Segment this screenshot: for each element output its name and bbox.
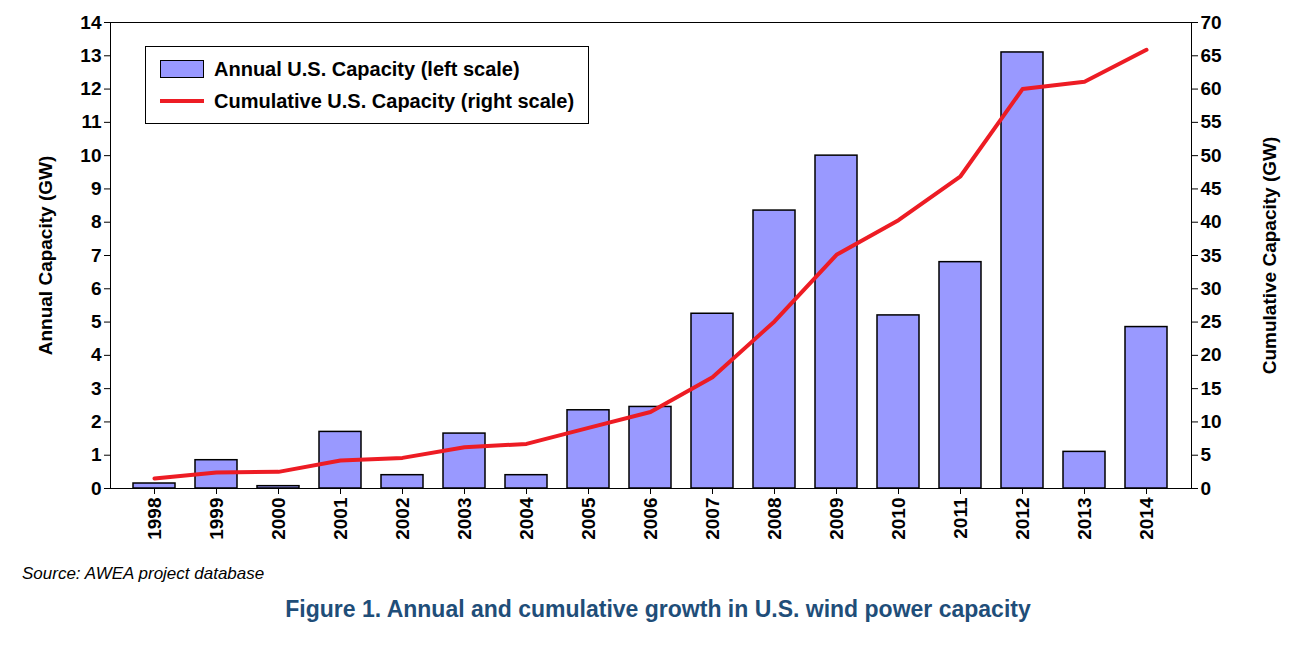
svg-text:1998: 1998: [144, 498, 165, 540]
svg-text:0: 0: [1201, 478, 1212, 499]
svg-text:2010: 2010: [888, 498, 909, 540]
svg-text:11: 11: [81, 111, 102, 132]
svg-text:60: 60: [1201, 78, 1222, 99]
svg-text:8: 8: [91, 211, 102, 232]
svg-text:2000: 2000: [268, 498, 289, 540]
svg-text:2011: 2011: [950, 497, 971, 539]
svg-text:25: 25: [1201, 311, 1223, 332]
svg-text:Cumulative Capacity (GW): Cumulative Capacity (GW): [1259, 137, 1280, 375]
svg-text:12: 12: [80, 78, 101, 99]
svg-text:13: 13: [80, 45, 101, 66]
svg-text:5: 5: [91, 311, 102, 332]
svg-text:50: 50: [1201, 145, 1222, 166]
svg-text:2005: 2005: [578, 497, 599, 540]
svg-text:2008: 2008: [764, 498, 785, 540]
svg-text:6: 6: [91, 278, 102, 299]
svg-text:7: 7: [91, 245, 102, 266]
svg-text:1: 1: [91, 444, 102, 465]
html-text:Source: AWEA project database: Source: AWEA project database: [22, 564, 265, 583]
svg-text:3: 3: [91, 378, 102, 399]
svg-text:2002: 2002: [392, 498, 413, 540]
svg-text:15: 15: [1201, 378, 1223, 399]
svg-text:2001: 2001: [330, 497, 351, 540]
svg-text:30: 30: [1201, 278, 1222, 299]
svg-text:2003: 2003: [454, 498, 475, 540]
svg-text:40: 40: [1201, 211, 1222, 232]
svg-text:10: 10: [1201, 411, 1222, 432]
svg-text:70: 70: [1201, 12, 1222, 33]
svg-text:2013: 2013: [1074, 498, 1095, 540]
svg-text:20: 20: [1201, 344, 1222, 365]
html-text:Figure 1. Annual and cumulativ: Figure 1. Annual and cumulative growth i…: [285, 596, 1031, 622]
svg-text:2004: 2004: [516, 497, 537, 540]
svg-text:5: 5: [1201, 444, 1212, 465]
svg-text:2007: 2007: [702, 498, 723, 540]
svg-text:2: 2: [91, 411, 102, 432]
svg-text:2006: 2006: [640, 498, 661, 540]
html-text:Cumulative U.S. Capacity (righ: Cumulative U.S. Capacity (right scale): [214, 89, 575, 112]
svg-text:55: 55: [1201, 111, 1223, 132]
svg-text:1999: 1999: [206, 498, 227, 540]
svg-text:14: 14: [80, 12, 102, 33]
svg-text:2014: 2014: [1136, 497, 1157, 540]
svg-text:4: 4: [91, 344, 102, 365]
svg-text:Annual Capacity (GW): Annual Capacity (GW): [35, 156, 56, 356]
html-text:Annual U.S. Capacity (left sca: Annual U.S. Capacity (left scale): [214, 57, 520, 80]
svg-text:45: 45: [1201, 178, 1223, 199]
svg-text:65: 65: [1201, 45, 1223, 66]
svg-text:35: 35: [1201, 245, 1223, 266]
svg-text:0: 0: [91, 478, 102, 499]
svg-text:10: 10: [80, 145, 101, 166]
svg-text:2012: 2012: [1012, 498, 1033, 540]
svg-text:2009: 2009: [826, 498, 847, 540]
svg-text:9: 9: [91, 178, 102, 199]
